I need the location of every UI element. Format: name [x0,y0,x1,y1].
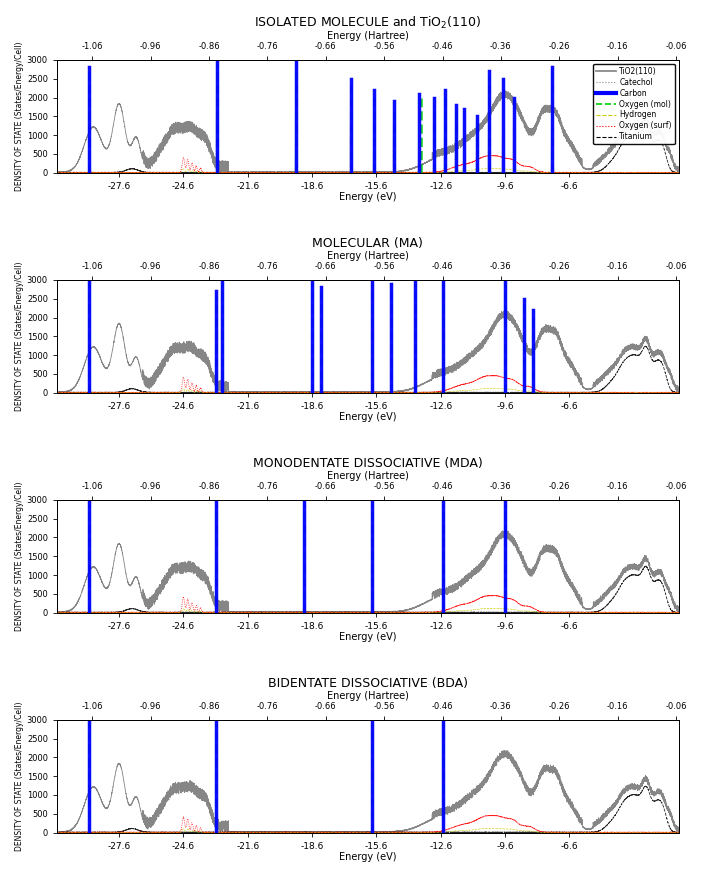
Title: ISOLATED MOLECULE and TiO$_2$(110): ISOLATED MOLECULE and TiO$_2$(110) [254,15,482,31]
Title: BIDENTATE DISSOCIATIVE (BDA): BIDENTATE DISSOCIATIVE (BDA) [268,677,468,690]
X-axis label: Energy (eV): Energy (eV) [339,192,397,203]
X-axis label: Energy (eV): Energy (eV) [339,852,397,862]
X-axis label: Energy (Hartree): Energy (Hartree) [327,251,409,261]
X-axis label: Energy (Hartree): Energy (Hartree) [327,471,409,481]
Y-axis label: DENSITY OF STATE (States/Energy/Cell): DENSITY OF STATE (States/Energy/Cell) [15,702,24,851]
Title: MONODENTATE DISSOCIATIVE (MDA): MONODENTATE DISSOCIATIVE (MDA) [253,457,483,470]
Title: MOLECULAR (MA): MOLECULAR (MA) [312,237,423,250]
X-axis label: Energy (Hartree): Energy (Hartree) [327,691,409,701]
X-axis label: Energy (Hartree): Energy (Hartree) [327,32,409,41]
X-axis label: Energy (eV): Energy (eV) [339,412,397,422]
Legend: TiO2(110), Catechol, Carbon, Oxygen (mol), Hydrogen, Oxygen (surf), Titanium: TiO2(110), Catechol, Carbon, Oxygen (mol… [593,64,675,145]
Y-axis label: DENSITY OF STATE (States/Energy/Cell): DENSITY OF STATE (States/Energy/Cell) [15,41,24,191]
Y-axis label: DENSITY OF STATE (States/Energy/Cell): DENSITY OF STATE (States/Energy/Cell) [15,481,24,631]
X-axis label: Energy (eV): Energy (eV) [339,632,397,642]
Y-axis label: DENSITY OF STATE (States/Energy/Cell): DENSITY OF STATE (States/Energy/Cell) [15,261,24,411]
